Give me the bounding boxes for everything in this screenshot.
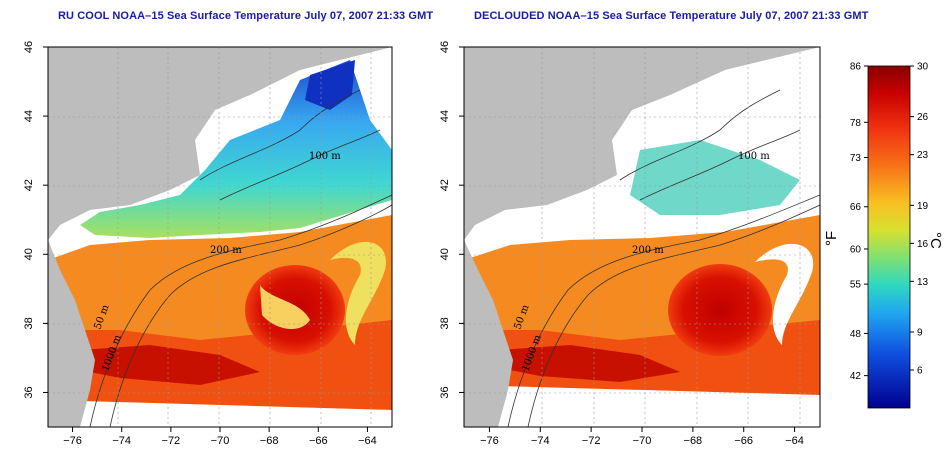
fahrenheit-tick-label: 55	[850, 280, 862, 291]
celsius-tick-label: 26	[917, 112, 929, 123]
lon-tick-label: −72	[162, 435, 181, 447]
contour-label-200m-left: 200 m	[210, 245, 242, 256]
lon-tick-label: −68	[260, 435, 279, 447]
lon-tick-label: −70	[211, 435, 230, 447]
shelf-cool-water	[80, 60, 392, 238]
gulf-of-maine-cold	[305, 60, 355, 110]
bathymetry-contours	[507, 89, 820, 427]
lon-tick-label: −72	[582, 435, 601, 447]
unit-celsius-label: °C	[927, 232, 944, 249]
colorbar-ticks: 30 26 23 19 16 13 9 6 86 78 73 66 60 55 48 42	[850, 62, 929, 383]
lat-tick-label: 44	[23, 110, 35, 122]
graticule	[48, 47, 392, 427]
lon-tick-label: −70	[633, 435, 652, 447]
cold-streamer	[330, 241, 386, 345]
left-map-panel	[48, 47, 392, 427]
celsius-tick-label: 9	[917, 328, 923, 339]
lat-tick-label: 46	[23, 41, 35, 53]
lon-tick-label: −66	[309, 435, 328, 447]
right-panel-title: DECLOUDED NOAA–15 Sea Surface Temperatur…	[474, 10, 869, 22]
celsius-tick-label: 6	[917, 366, 923, 377]
celsius-tick-label: 13	[917, 277, 929, 288]
fahrenheit-tick-label: 42	[850, 371, 862, 382]
right-map-panel	[464, 47, 820, 427]
lon-tick-label: −64	[785, 435, 804, 447]
lat-tick-label: 40	[439, 248, 451, 260]
lat-tick-label: 38	[23, 317, 35, 329]
lon-tick-label: −76	[63, 435, 82, 447]
unit-fahrenheit-label: °F	[823, 231, 840, 246]
lon-tick-label: −74	[531, 435, 550, 447]
left-axis-ticks: −76 −74 −72 −70 −68 −66 −64 36 38 40 42 44 46	[23, 41, 377, 447]
shelf-cool-water	[630, 140, 800, 215]
celsius-tick-label: 16	[917, 239, 929, 250]
lon-tick-label: −76	[480, 435, 499, 447]
southern-cloud-gap	[464, 385, 820, 427]
declouded-gap	[755, 243, 814, 345]
mid-atlantic-coast	[464, 240, 513, 427]
fahrenheit-tick-label: 73	[850, 153, 862, 164]
colorbar-gradient	[867, 65, 911, 409]
graticule	[464, 47, 820, 427]
fahrenheit-tick-label: 78	[850, 118, 862, 129]
contour-label-100m-right: 100 m	[738, 151, 770, 162]
lat-tick-label: 36	[23, 386, 35, 398]
lat-tick-label: 46	[439, 41, 451, 53]
contour-label-100m-left: 100 m	[309, 151, 341, 162]
eddy-filament	[260, 285, 310, 330]
southern-cloud-gap	[48, 400, 392, 427]
warm-core-eddy	[668, 264, 772, 356]
celsius-tick-label: 30	[917, 62, 929, 73]
colorbar: 30 26 23 19 16 13 9 6 86 78 73 66 60 55 48 42 °F °C	[823, 62, 944, 409]
fahrenheit-tick-label: 66	[850, 202, 862, 213]
left-panel-title: RU COOL NOAA–15 Sea Surface Temperature …	[58, 10, 434, 22]
fahrenheit-tick-label: 86	[850, 62, 862, 73]
lat-tick-label: 40	[23, 248, 35, 260]
fahrenheit-tick-label: 60	[850, 244, 862, 255]
mid-atlantic-coast	[48, 240, 95, 427]
right-axis-ticks: −76 −74 −72 −70 −68 −66 −64 36 38 40 42 44 46	[439, 41, 804, 447]
contour-label-200m-right: 200 m	[632, 245, 664, 256]
gulf-stream-core	[500, 345, 680, 382]
lat-tick-label: 44	[439, 110, 451, 122]
lat-tick-label: 38	[439, 317, 451, 329]
celsius-tick-label: 23	[917, 150, 929, 161]
lat-tick-label: 42	[23, 179, 35, 191]
lat-tick-label: 42	[439, 179, 451, 191]
lon-tick-label: −68	[684, 435, 703, 447]
fahrenheit-tick-label: 48	[850, 329, 862, 340]
lon-tick-label: −64	[358, 435, 377, 447]
celsius-tick-label: 19	[917, 201, 929, 212]
bathymetry-contours	[89, 89, 392, 427]
lat-tick-label: 36	[439, 386, 451, 398]
lon-tick-label: −66	[734, 435, 753, 447]
lon-tick-label: −74	[112, 435, 131, 447]
